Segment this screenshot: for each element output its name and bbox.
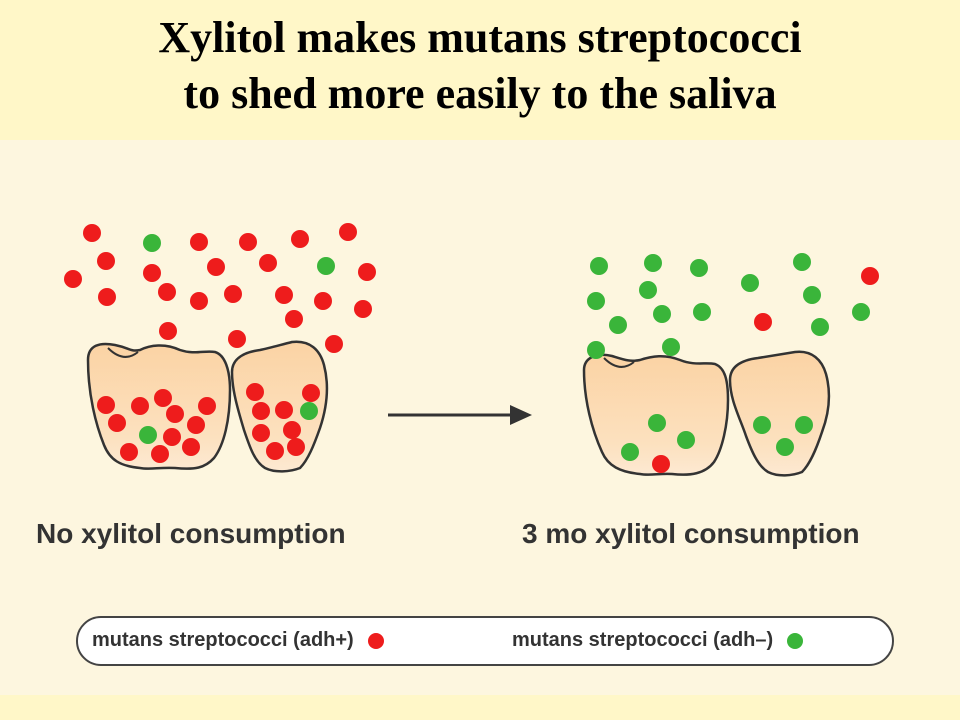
legend: mutans streptococci (adh+) mutans strept…: [76, 616, 894, 666]
transition-arrow-head: [510, 405, 532, 425]
tooth-left-molar-groove: [107, 347, 139, 358]
left-tooth-bacteria: [97, 383, 320, 463]
tooth-right-molar-groove: [603, 357, 635, 368]
title-line-2: to shed more easily to the saliva: [183, 69, 777, 118]
red-dot-icon: [367, 632, 384, 649]
legend-label-adh-minus: mutans streptococci (adh–): [512, 629, 774, 651]
tooth-left-molar: [86, 342, 232, 470]
bottom-band: [0, 695, 960, 720]
right-tooth-bacteria: [621, 414, 813, 473]
legend-item-adh-plus: mutans streptococci (adh+): [92, 629, 384, 652]
legend-label-adh-plus: mutans streptococci (adh+): [92, 629, 354, 651]
green-dot-icon: [787, 632, 804, 649]
title-band: [0, 0, 960, 140]
legend-item-adh-minus: mutans streptococci (adh–): [512, 629, 804, 652]
left-saliva-bacteria: [64, 223, 376, 353]
caption-no-xylitol: No xylitol consumption: [36, 518, 346, 549]
slide-title: Xylitol makes mutans streptococci to she…: [0, 10, 960, 122]
tooth-right-premolar: [728, 350, 831, 477]
caption-3mo-xylitol: 3 mo xylitol consumption: [522, 518, 860, 549]
title-line-1: Xylitol makes mutans streptococci: [158, 13, 802, 62]
right-saliva-bacteria: [587, 253, 879, 359]
